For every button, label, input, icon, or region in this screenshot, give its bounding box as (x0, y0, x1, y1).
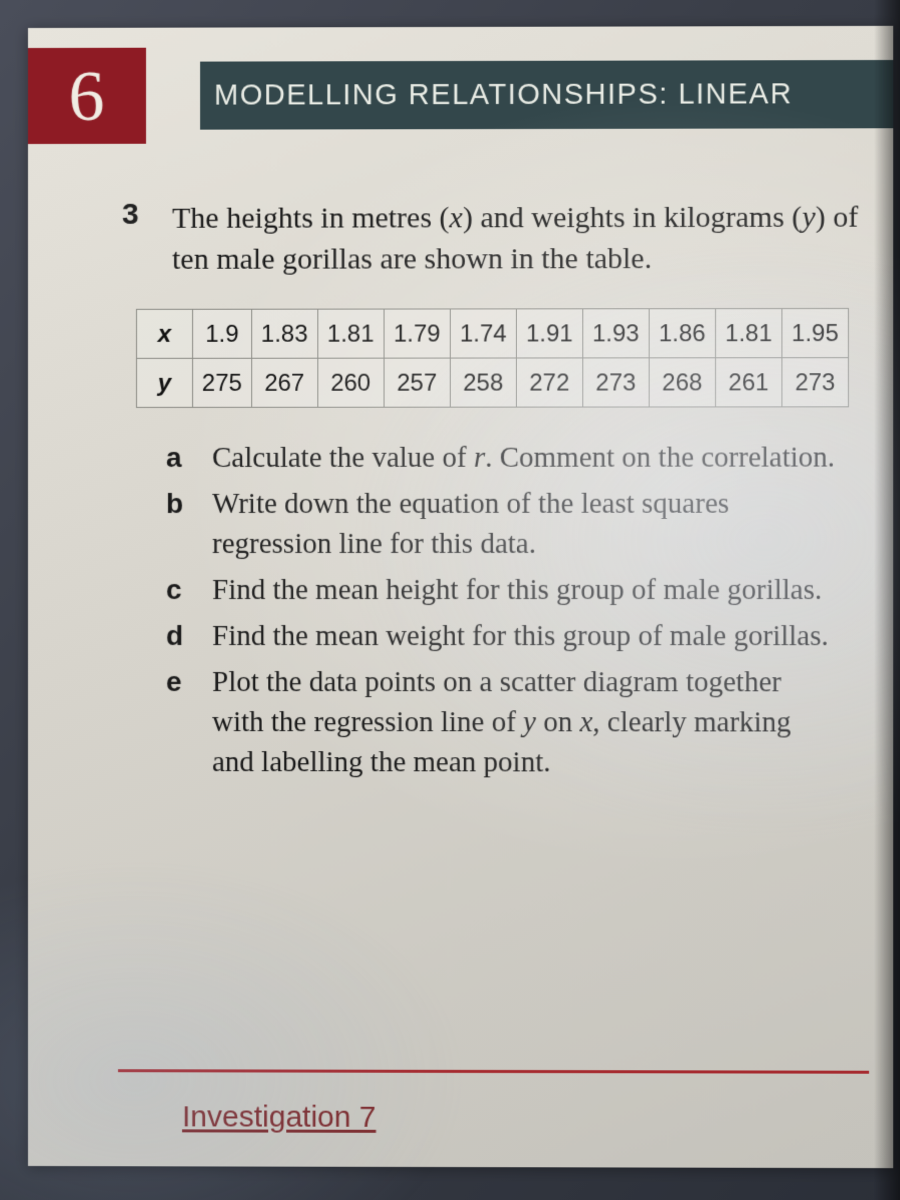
row-label-x: x (137, 309, 193, 358)
problem-number: 3 (122, 198, 148, 232)
text: . Comment on the correlation. (485, 441, 835, 473)
cell: 1.9 (193, 309, 252, 358)
subpart-label: b (166, 484, 190, 523)
page-content: 3 The heights in metres (x) and weights … (28, 142, 893, 782)
subpart-label: d (166, 616, 190, 655)
textbook-page: 6 MODELLING RELATIONSHIPS: LINEAR 3 The … (28, 26, 893, 1168)
cell: 275 (193, 358, 252, 407)
cell: 1.93 (583, 309, 649, 358)
section-divider (118, 1069, 869, 1074)
text: Calculate the value of (212, 441, 474, 473)
chapter-number-badge: 6 (28, 48, 146, 144)
problem-block: 3 The heights in metres (x) and weights … (122, 197, 869, 281)
subpart-d: d Find the mean weight for this group of… (166, 616, 839, 656)
subpart-label: c (166, 570, 190, 609)
cell: 272 (516, 358, 582, 407)
row-label-y: y (137, 358, 193, 407)
subpart-c: c Find the mean height for this group of… (166, 570, 839, 610)
var-r: r (474, 441, 485, 473)
cell: 1.74 (450, 309, 516, 358)
cell: 1.83 (251, 309, 317, 358)
data-table: x 1.9 1.83 1.81 1.79 1.74 1.91 1.93 1.86… (136, 308, 849, 408)
cell: 268 (649, 358, 715, 407)
cell: 1.86 (649, 308, 715, 357)
subpart-text: Find the mean weight for this group of m… (212, 616, 828, 656)
investigation-link[interactable]: Investigation 7 (182, 1100, 376, 1134)
cell: 260 (318, 358, 384, 407)
cell: 273 (583, 358, 649, 407)
table-row: y 275 267 260 257 258 272 273 268 261 27… (137, 357, 849, 407)
cell: 1.91 (516, 309, 582, 358)
subpart-label: a (166, 438, 190, 477)
table-row: x 1.9 1.83 1.81 1.79 1.74 1.91 1.93 1.86… (137, 308, 849, 358)
var-y: y (802, 201, 815, 234)
cell: 257 (384, 358, 450, 407)
cell: 1.81 (318, 309, 384, 358)
cell: 267 (251, 358, 317, 407)
cell: 1.81 (715, 308, 781, 357)
problem-text-pre: The heights in metres ( (172, 201, 449, 234)
problem-text-mid1: ) and weights in kilograms ( (463, 201, 802, 235)
text: on (536, 706, 580, 738)
subparts-list: a Calculate the value of r. Comment on t… (166, 437, 869, 782)
cell: 273 (782, 357, 849, 406)
var-x: x (449, 201, 462, 234)
problem-statement: The heights in metres (x) and weights in… (172, 197, 869, 281)
var-y: y (523, 706, 536, 738)
chapter-title: MODELLING RELATIONSHIPS: LINEAR (200, 60, 893, 130)
var-x: x (580, 706, 593, 738)
subpart-label: e (166, 662, 190, 701)
subpart-e: e Plot the data points on a scatter diag… (166, 662, 839, 783)
subpart-text: Write down the equation of the least squ… (212, 483, 839, 563)
cell: 1.95 (782, 308, 849, 357)
subpart-text: Plot the data points on a scatter diagra… (212, 662, 839, 783)
subpart-b: b Write down the equation of the least s… (166, 483, 839, 563)
cell: 261 (715, 357, 781, 406)
cell: 258 (450, 358, 516, 407)
cell: 1.79 (384, 309, 450, 358)
page-header: 6 MODELLING RELATIONSHIPS: LINEAR (28, 46, 893, 144)
subpart-text: Find the mean height for this group of m… (212, 570, 822, 610)
subpart-a: a Calculate the value of r. Comment on t… (166, 437, 839, 478)
subpart-text: Calculate the value of r. Comment on the… (212, 437, 835, 477)
